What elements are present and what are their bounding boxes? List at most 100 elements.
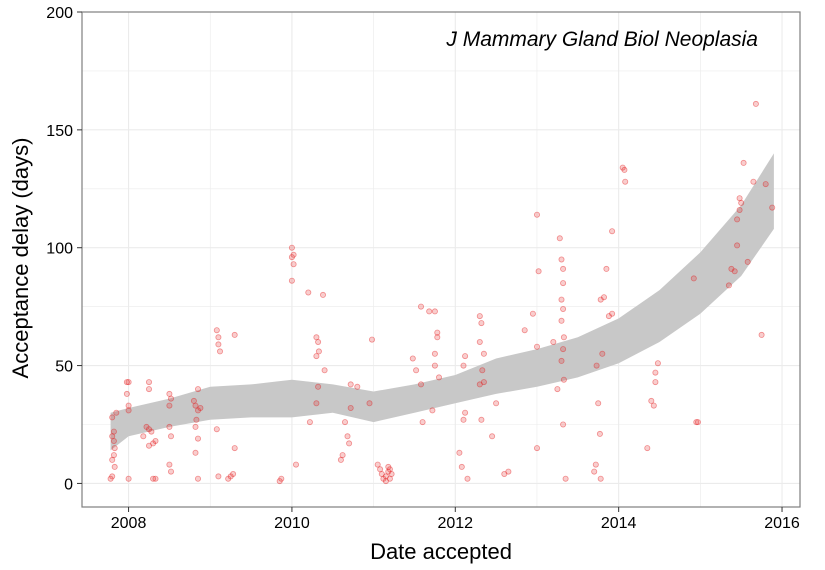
- data-point: [166, 423, 173, 430]
- data-point: [740, 159, 747, 166]
- data-point: [374, 461, 381, 468]
- data-point: [319, 291, 326, 298]
- data-point: [464, 475, 471, 482]
- y-tick-label: 0: [64, 476, 73, 493]
- smooth-confidence-band: [110, 153, 774, 451]
- data-point: [192, 423, 199, 430]
- data-point: [380, 475, 387, 482]
- data-point: [167, 433, 174, 440]
- data-point: [109, 456, 116, 463]
- data-point: [166, 402, 173, 409]
- data-point: [550, 338, 557, 345]
- data-point: [109, 473, 116, 480]
- data-point: [111, 463, 118, 470]
- data-point: [558, 296, 565, 303]
- data-point: [313, 334, 320, 341]
- data-point: [622, 178, 629, 185]
- data-point: [215, 473, 222, 480]
- data-point: [595, 400, 602, 407]
- data-point: [145, 386, 152, 393]
- data-point: [462, 409, 469, 416]
- data-point: [313, 400, 320, 407]
- data-point: [592, 461, 599, 468]
- data-point: [609, 228, 616, 235]
- data-point: [560, 346, 567, 353]
- data-point: [143, 423, 150, 430]
- x-tick-label: 2016: [764, 515, 800, 532]
- data-point: [111, 445, 118, 452]
- x-tick-label: 2014: [601, 515, 637, 532]
- data-point: [417, 303, 424, 310]
- data-point: [460, 362, 467, 369]
- data-point: [413, 367, 420, 374]
- x-tick-label: 2012: [437, 515, 473, 532]
- data-point: [190, 397, 197, 404]
- data-point: [227, 473, 234, 480]
- data-point: [194, 475, 201, 482]
- data-point: [346, 440, 353, 447]
- data-point: [305, 289, 312, 296]
- data-point: [560, 265, 567, 272]
- data-point: [166, 390, 173, 397]
- x-axis-title: Date accepted: [370, 539, 512, 564]
- y-tick-label: 50: [55, 359, 73, 376]
- data-point: [478, 416, 485, 423]
- data-point: [725, 282, 732, 289]
- data-point: [462, 353, 469, 360]
- data-point: [315, 348, 322, 355]
- data-point: [315, 383, 322, 390]
- data-point: [347, 404, 354, 411]
- data-point: [167, 395, 174, 402]
- data-point: [278, 475, 285, 482]
- data-point: [654, 360, 661, 367]
- data-point: [125, 407, 132, 414]
- data-point: [556, 235, 563, 242]
- data-point: [621, 166, 628, 173]
- data-point: [150, 440, 157, 447]
- data-point: [368, 336, 375, 343]
- data-point: [148, 428, 155, 435]
- data-point: [417, 381, 424, 388]
- data-point: [167, 468, 174, 475]
- data-point: [529, 310, 536, 317]
- data-point: [591, 468, 598, 475]
- data-point: [693, 419, 700, 426]
- data-point: [534, 343, 541, 350]
- data-point: [419, 419, 426, 426]
- data-point: [377, 466, 384, 473]
- data-point: [601, 294, 608, 301]
- data-point: [315, 338, 322, 345]
- data-point: [728, 265, 735, 272]
- data-point: [597, 296, 604, 303]
- data-point: [110, 437, 117, 444]
- data-point: [758, 331, 765, 338]
- data-point: [431, 350, 438, 357]
- data-point: [213, 426, 220, 433]
- data-point: [125, 475, 132, 482]
- data-point: [558, 357, 565, 364]
- data-point: [110, 452, 117, 459]
- data-point: [107, 475, 114, 482]
- data-point: [288, 277, 295, 284]
- data-point: [429, 407, 436, 414]
- data-point: [194, 386, 201, 393]
- data-point: [113, 409, 120, 416]
- data-point: [599, 350, 606, 357]
- y-axis-ticks: 0 50 100 150 200: [46, 5, 82, 493]
- data-point: [215, 334, 222, 341]
- data-point: [215, 341, 222, 348]
- data-point: [650, 402, 657, 409]
- data-point: [431, 362, 438, 369]
- data-point: [752, 100, 759, 107]
- data-point: [193, 416, 200, 423]
- data-point: [230, 470, 237, 477]
- data-point: [288, 244, 295, 251]
- data-point: [382, 473, 389, 480]
- data-point: [644, 445, 651, 452]
- y-axis-title: Acceptance delay (days): [8, 138, 33, 379]
- data-point: [554, 386, 561, 393]
- data-point: [145, 442, 152, 449]
- data-point: [382, 478, 389, 485]
- data-points: [107, 100, 776, 485]
- data-point: [337, 456, 344, 463]
